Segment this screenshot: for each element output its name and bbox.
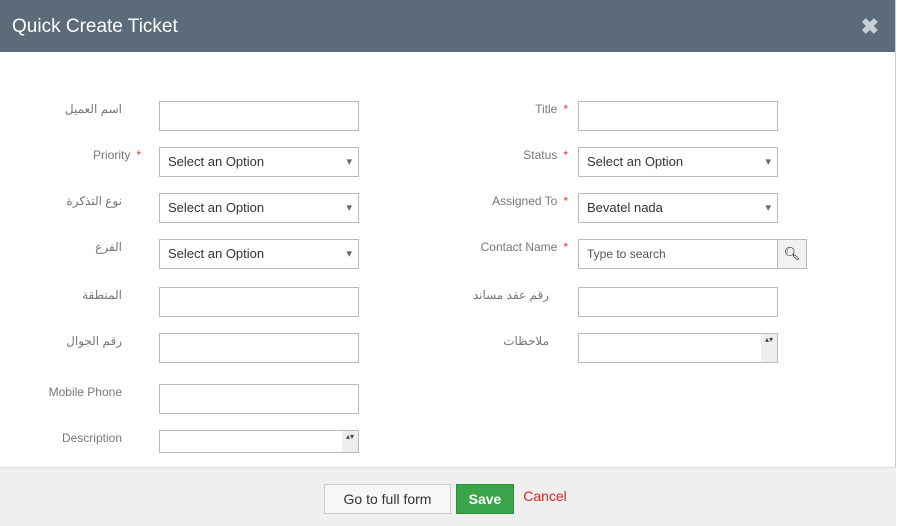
select-value: Bevatel nada: [587, 200, 663, 215]
required-marker: *: [563, 148, 568, 162]
field-label: Assigned To *: [368, 194, 568, 208]
textarea-field[interactable]: ▴▾: [159, 430, 359, 453]
resize-handle-icon[interactable]: ▴▾: [342, 431, 358, 452]
field-label: Priority *: [0, 148, 141, 162]
text-field[interactable]: [159, 287, 359, 317]
field-label: الفرع: [0, 240, 141, 254]
select-field[interactable]: Bevatel nada: [578, 193, 778, 223]
label-text: Title: [535, 102, 558, 116]
label-text: رقم عقد مساند: [472, 288, 549, 302]
select-value: Select an Option: [587, 154, 684, 169]
field-label: المنطقة: [0, 288, 141, 302]
label-text: نوع التذكرة: [66, 194, 122, 208]
dialog-title: Quick Create Ticket: [12, 16, 178, 37]
text-field[interactable]: [578, 287, 778, 317]
label-text: Assigned To: [492, 194, 558, 208]
search-placeholder: Type to search: [587, 247, 666, 261]
text-field[interactable]: [159, 101, 359, 131]
select-field[interactable]: Select an Option: [159, 147, 359, 177]
label-text: الفرع: [95, 240, 122, 254]
select-value: Select an Option: [168, 154, 265, 169]
label-text: المنطقة: [82, 288, 122, 302]
dialog-footer: Go to full form Save Cancel: [0, 467, 896, 526]
resize-handle-icon[interactable]: ▴▾: [761, 334, 777, 362]
required-marker: *: [563, 240, 568, 254]
label-text: Contact Name: [480, 240, 558, 254]
label-text: اسم العميل: [64, 102, 122, 116]
close-icon[interactable]: ✖: [860, 14, 879, 39]
text-field[interactable]: [159, 333, 359, 363]
field-label: Contact Name *: [368, 240, 568, 254]
select-field[interactable]: Select an Option: [159, 239, 359, 269]
field-label: ملاحظات: [368, 334, 568, 348]
label-text: رقم الجوال: [66, 334, 122, 348]
label-text: Status: [523, 148, 558, 162]
select-field[interactable]: Select an Option: [159, 193, 359, 223]
field-label: رقم عقد مساند: [368, 288, 568, 302]
label-text: Priority: [92, 148, 131, 162]
textarea-field[interactable]: ▴▾: [578, 333, 778, 363]
select-field[interactable]: Select an Option: [578, 147, 778, 177]
field-label: نوع التذكرة: [0, 194, 141, 208]
select-value: Select an Option: [168, 246, 265, 261]
field-label: اسم العميل: [0, 102, 141, 116]
field-label: Status *: [368, 148, 568, 162]
text-field[interactable]: [578, 101, 778, 131]
select-value: Select an Option: [168, 200, 265, 215]
required-marker: *: [563, 102, 568, 116]
text-field[interactable]: [159, 384, 359, 414]
go-to-full-form-button[interactable]: Go to full form: [324, 484, 451, 514]
field-label: رقم الجوال: [0, 334, 141, 348]
save-button[interactable]: Save: [456, 484, 514, 514]
contact-search-input[interactable]: Type to search: [578, 239, 778, 269]
dialog-header: Quick Create Ticket ✖: [0, 0, 895, 52]
label-text: Mobile Phone: [48, 385, 122, 399]
label-text: ملاحظات: [503, 334, 549, 348]
required-marker: *: [563, 194, 568, 208]
cancel-link[interactable]: Cancel: [523, 488, 567, 504]
field-label: Mobile Phone: [0, 385, 141, 399]
search-icon[interactable]: 🔍︎: [777, 239, 807, 269]
label-text: Description: [61, 431, 122, 445]
field-label: Title *: [368, 102, 568, 116]
required-marker: *: [136, 148, 141, 162]
field-label: Description: [0, 431, 141, 445]
